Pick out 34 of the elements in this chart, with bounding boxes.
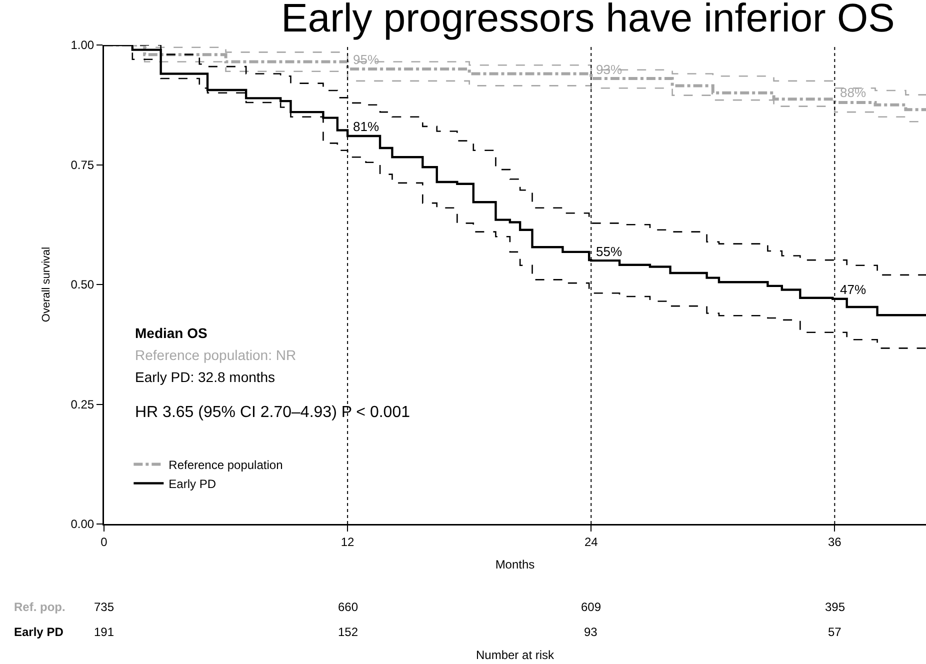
text: Number at risk — [476, 648, 556, 662]
text: 609 — [581, 600, 602, 614]
annotation: 47% — [840, 282, 866, 297]
chart-title: Early progressors have inferior OS — [281, 0, 895, 40]
text: 93 — [584, 625, 598, 639]
y-axis-title: Overall survival — [40, 246, 53, 322]
annotation: HR 3.65 (95% CI 2.70–4.93) P < 0.001 — [135, 404, 410, 421]
y-tick-label: 0.50 — [70, 278, 94, 292]
x-tick-label: 0 — [100, 534, 108, 549]
x-tick-label: 12 — [340, 534, 355, 549]
y-tick-label: 0.00 — [70, 517, 94, 532]
annotation: 81% — [353, 119, 380, 134]
text: 152 — [338, 625, 358, 639]
annotation: 55% — [596, 244, 622, 259]
annotation: 88% — [840, 85, 866, 100]
text: Ref. pop. — [14, 600, 66, 614]
text: 395 — [825, 600, 846, 614]
annotation: Reference population: NR — [135, 347, 296, 363]
x-axis-title: Months — [495, 558, 535, 572]
text: Early PD — [14, 625, 64, 639]
y-tick-label: 0.25 — [70, 397, 94, 412]
y-tick-label: 1.00 — [70, 38, 94, 52]
text: 735 — [94, 600, 114, 614]
legend-label: Reference population — [168, 458, 283, 472]
y-tick-label: 0.75 — [70, 158, 94, 172]
x-tick-label: 24 — [584, 534, 598, 549]
annotation: Median OS — [135, 325, 208, 341]
text: 57 — [828, 625, 842, 639]
text: 660 — [338, 600, 358, 614]
text: 191 — [94, 625, 114, 639]
legend-label: Early PD — [168, 476, 216, 491]
annotation: Early PD: 32.8 months — [135, 369, 276, 385]
annotation: 95% — [353, 52, 380, 67]
x-tick-label: 36 — [828, 534, 842, 549]
